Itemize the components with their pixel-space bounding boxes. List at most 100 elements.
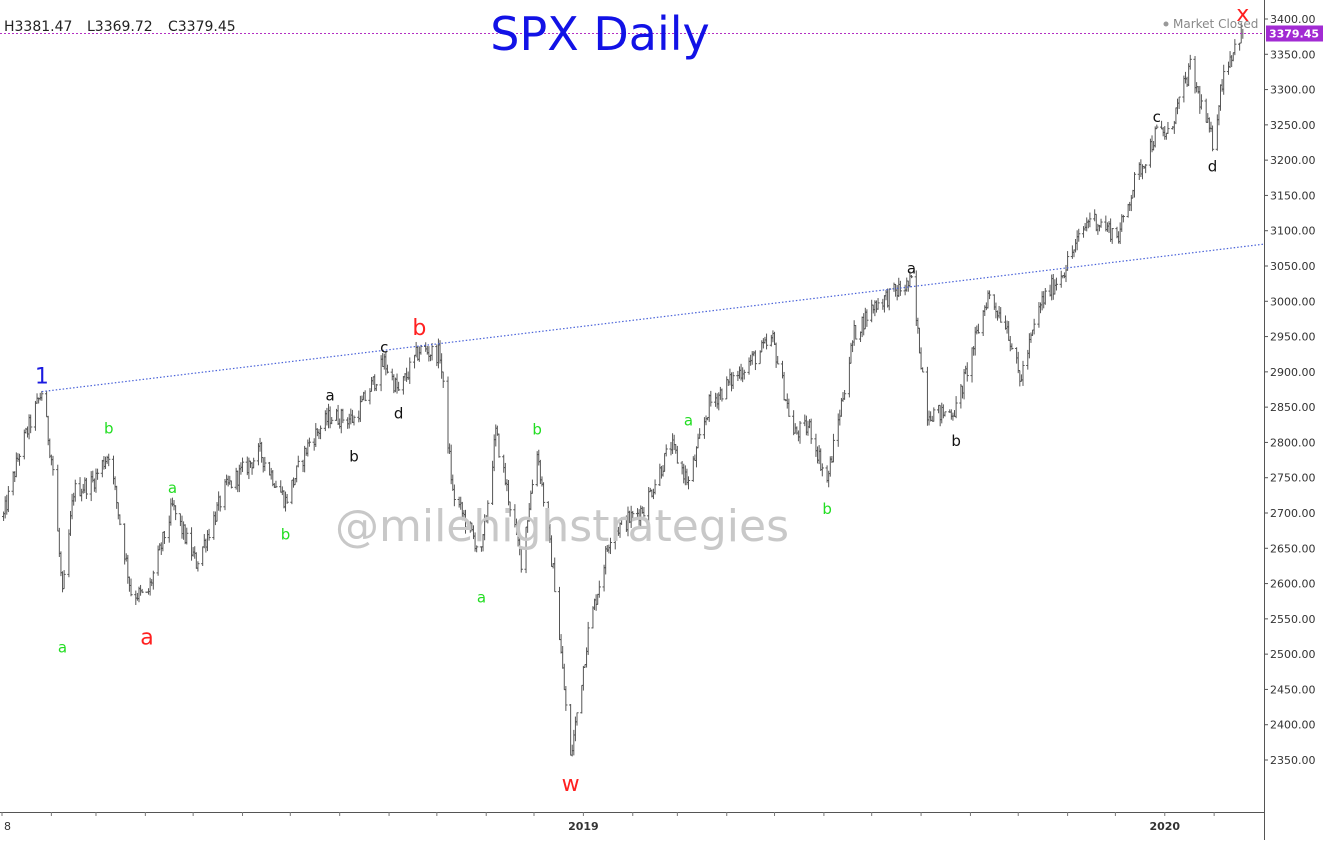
ohlc-bar <box>698 428 702 439</box>
ohlc-bar <box>843 390 847 400</box>
ohlc-bar <box>686 476 691 490</box>
ohlc-bar <box>95 468 100 480</box>
ohlc-bar <box>452 484 456 507</box>
ohlc-bar <box>831 433 836 463</box>
resistance-trendline <box>41 243 1265 393</box>
wave-label-green: a <box>58 639 67 657</box>
y-tick-label: 2700.00 <box>1270 507 1316 520</box>
ohlc-bar <box>976 323 981 334</box>
ohlc-bar <box>1239 22 1243 44</box>
market-status: Market Closed <box>1173 17 1258 31</box>
ohlc-bar <box>809 418 813 444</box>
ohlc-bar <box>519 548 523 573</box>
ohlc-bar <box>1188 54 1192 70</box>
wave-label-red: a <box>140 626 153 651</box>
ohlc-bar <box>575 712 579 726</box>
wave-label-green: b <box>281 526 291 544</box>
y-tick-label: 2850.00 <box>1270 401 1316 414</box>
y-tick-label: 3300.00 <box>1270 84 1316 97</box>
ohlc-bar <box>385 364 390 374</box>
y-tick-label: 2450.00 <box>1270 683 1316 696</box>
ohlc-bar <box>932 407 936 422</box>
ohlc-bar <box>1043 288 1047 305</box>
x-tick-label: 2019 <box>568 820 599 833</box>
ohlc-bar <box>764 333 769 350</box>
header: H3381.47 L3369.72 C3379.45 SPX Daily Mar… <box>4 7 1258 61</box>
ohlc-bar <box>475 545 479 553</box>
ohlc-bar <box>352 415 356 426</box>
ohlc-bar <box>820 463 824 477</box>
ohlc-bar <box>296 455 300 468</box>
ohlc-bar <box>776 355 780 365</box>
ohlc-bar <box>263 456 267 472</box>
time-axis-ticks: 8 2019 2020 <box>1 812 1215 833</box>
ohlc-bar <box>185 527 189 545</box>
wave-label-blue: 1 <box>35 365 49 390</box>
price-axis-ticks: 2350.00 2400.00 2450.00 2500.00 2550.00 2600.… <box>1264 13 1316 767</box>
x-tick-label: 8 <box>4 820 11 833</box>
ohlc-bar <box>620 517 624 525</box>
y-tick-label: 2950.00 <box>1270 331 1316 344</box>
ohlc-bar <box>921 367 925 373</box>
y-tick-label: 3200.00 <box>1270 154 1316 167</box>
ohlc-bar <box>107 453 111 467</box>
wave-label-red: x <box>1236 2 1249 27</box>
wave-label-black: a <box>907 260 916 278</box>
ohlc-bar <box>709 390 713 407</box>
ohlc-bar <box>341 408 345 424</box>
ohlc-bar <box>642 507 646 517</box>
ohlc-bar <box>1155 124 1159 130</box>
y-tick-label: 3100.00 <box>1270 225 1316 238</box>
ohlc-bar <box>486 500 490 524</box>
ohlc-bar <box>73 479 77 502</box>
ohlc-bar <box>564 686 568 711</box>
ohlc-bar <box>1054 277 1059 291</box>
ohlc-bar <box>17 453 22 466</box>
chart-title: SPX Daily <box>490 7 709 61</box>
ohlc-bar <box>40 390 44 401</box>
ohlc-bar <box>441 371 445 388</box>
wave-label-black: a <box>326 387 335 405</box>
wave-label-black: b <box>951 432 961 450</box>
ohlc-bar <box>218 495 222 512</box>
ohlc-bar <box>318 425 323 440</box>
ohlc-bar <box>174 505 178 521</box>
y-tick-label: 3250.00 <box>1270 119 1316 132</box>
ohlc-bar <box>608 537 613 555</box>
wave-label-black: c <box>1153 108 1161 126</box>
market-status-dot <box>1163 21 1169 27</box>
wave-label-green: a <box>477 588 486 606</box>
ohlc-bar <box>530 479 535 494</box>
wave-annotations: 1 a b a a b a b c d b a b w a b a b c d x <box>35 2 1250 797</box>
ohlc-bar <box>1166 121 1170 134</box>
y-tick-label: 3000.00 <box>1270 295 1316 308</box>
ohlc-bar <box>508 501 512 517</box>
ohlc-bar <box>408 357 412 384</box>
ohlc-bar <box>29 414 33 434</box>
ohlc-bar <box>553 557 557 593</box>
ohlc-bar <box>541 482 546 507</box>
ohlc-high: H3381.47 <box>4 19 72 35</box>
ohlc-bar <box>1010 343 1014 350</box>
ohlc-bar <box>162 531 167 544</box>
y-tick-label: 2350.00 <box>1270 754 1316 767</box>
ohlc-bar <box>1210 125 1215 152</box>
ohlc-bar <box>129 578 133 597</box>
ohlc-bar <box>196 561 200 572</box>
wave-label-green: b <box>104 420 114 438</box>
ohlc-bar <box>62 570 66 590</box>
ohlc-bar <box>118 514 122 526</box>
ohlc-bar <box>497 433 501 458</box>
ohlc-bar <box>1121 214 1125 223</box>
ohlc-bar <box>252 457 256 469</box>
ohlc-bar <box>1077 228 1081 242</box>
wave-label-red: b <box>412 316 426 341</box>
wave-label-black: c <box>380 339 388 357</box>
y-tick-label: 3150.00 <box>1270 189 1316 202</box>
ohlc-bar <box>397 381 401 391</box>
y-tick-label: 3350.00 <box>1270 48 1316 61</box>
ohlc-bar <box>1110 228 1114 244</box>
ohlc-bar <box>1144 164 1148 174</box>
